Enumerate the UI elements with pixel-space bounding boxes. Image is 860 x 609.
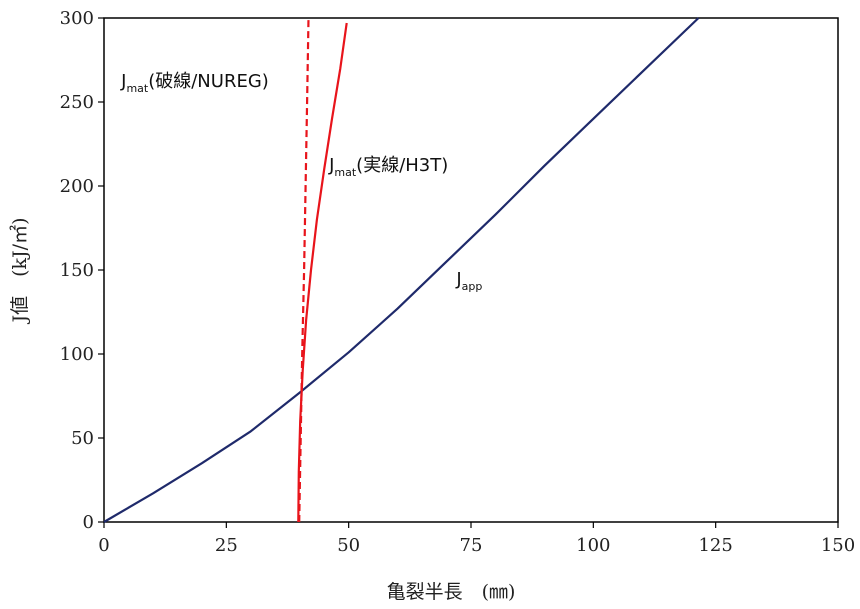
y-tick-label: 150 — [60, 260, 94, 281]
y-tick-label: 100 — [60, 344, 94, 365]
y-tick-label: 50 — [71, 428, 94, 449]
x-tick-label: 125 — [698, 535, 732, 556]
x-tick-label: 150 — [821, 535, 855, 556]
y-tick-label: 0 — [83, 512, 94, 533]
curve-label-main: J — [120, 71, 126, 92]
x-tick-label: 0 — [98, 535, 109, 556]
curve-label-0: Jmat(破線/NUREG) — [120, 71, 269, 95]
plot-area-border — [103, 17, 839, 523]
series-line-0 — [103, 17, 700, 523]
curve-label-main: J — [455, 269, 461, 290]
curve-label-subscript: app — [462, 280, 483, 293]
y-tick-label: 250 — [60, 92, 94, 113]
curve-label-main: J — [328, 155, 334, 176]
x-axis-title: 亀裂半長 (㎜) — [387, 581, 516, 603]
annotations: Jmat(破線/NUREG)Jmat(実線/H3T)Japp — [120, 71, 482, 293]
series-line-2 — [297, 22, 348, 523]
x-tick-label: 100 — [576, 535, 610, 556]
curve-label-subscript: mat — [126, 82, 148, 95]
y-tick-label: 200 — [60, 176, 94, 197]
y-tick-label: 300 — [60, 8, 94, 29]
x-tick-label: 75 — [460, 535, 483, 556]
curve-label-rest: (実線/H3T) — [356, 155, 448, 176]
curve-label-1: Jmat(実線/H3T) — [328, 155, 448, 179]
series-line-1 — [298, 17, 310, 523]
curve-label-2: Japp — [455, 269, 482, 293]
x-tick-label: 50 — [337, 535, 360, 556]
axis-ticks: 0 25 50 75 100 125 150 0 50 100 150 200 250 300 — [60, 8, 856, 556]
y-axis-title: J値 (kJ/㎡) — [8, 218, 31, 325]
curve-label-rest: (破線/NUREG) — [148, 71, 269, 92]
series-lines — [103, 17, 700, 523]
x-tick-label: 25 — [215, 535, 238, 556]
plot-frame — [103, 17, 839, 523]
curve-label-subscript: mat — [334, 166, 356, 179]
